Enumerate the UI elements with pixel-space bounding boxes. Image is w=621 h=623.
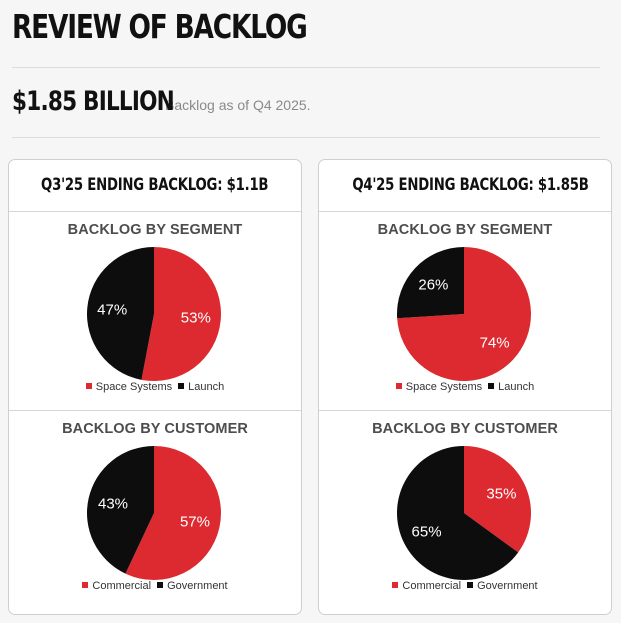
legend-item: Government <box>157 580 228 592</box>
customer-pie-chart: 57% 43% <box>86 446 221 580</box>
pie-slice-commercial <box>125 446 221 580</box>
chart-title: BACKLOG BY CUSTOMER <box>372 421 558 437</box>
pie-slice-label: 26% <box>418 277 448 294</box>
customer-pie-chart: 35% 65% <box>397 446 531 580</box>
legend-label: Space Systems <box>405 381 483 393</box>
pie-slice-label: 74% <box>480 334 510 351</box>
segment-chart-section: BACKLOG BY SEGMENT 74% 26% Space Systems L… <box>319 212 611 410</box>
page-title: REVIEW OF BACKLOG <box>12 7 308 46</box>
pie-slice-label: 47% <box>97 302 127 319</box>
segment-pie-chart: 53% 47% <box>86 247 221 381</box>
legend-swatch <box>392 582 399 588</box>
legend-label: Commercial <box>402 580 462 592</box>
legend-item: Launch <box>488 381 534 393</box>
legend-swatch <box>488 383 495 389</box>
customer-chart-section: BACKLOG BY CUSTOMER 35% 65% Commercial Gov… <box>319 410 611 609</box>
pie-slice-government <box>86 446 154 574</box>
segment-pie-chart: 74% 26% <box>397 247 531 381</box>
pie-slice-label: 53% <box>181 309 211 326</box>
chart-legend: Space Systems Launch <box>319 381 611 393</box>
legend-label: Launch <box>188 381 225 393</box>
legend-item: Commercial <box>82 580 151 592</box>
pie-slice-label: 65% <box>412 524 442 541</box>
legend-item: Space Systems <box>395 381 483 393</box>
headline-value: $1.85 BILLION <box>12 86 175 117</box>
headline-note: Backlog as of Q4 2025. <box>165 97 311 113</box>
pie-slice-commercial <box>464 446 531 553</box>
legend-swatch <box>82 582 89 588</box>
chart-legend: Commercial Government <box>319 580 611 592</box>
pie-slice-space-systems <box>397 247 531 381</box>
customer-chart-section: BACKLOG BY CUSTOMER 57% 43% Commercial Gov… <box>9 410 301 609</box>
segment-chart-section: BACKLOG BY SEGMENT 53% 47% Space Systems L… <box>9 212 301 410</box>
pie-slice-label: 43% <box>98 495 128 512</box>
chart-title: BACKLOG BY CUSTOMER <box>62 421 248 437</box>
pie-slice-label: 57% <box>180 514 210 531</box>
legend-swatch <box>467 582 474 588</box>
legend-item: Commercial <box>392 580 461 592</box>
card-title: Q3'25 ENDING BACKLOG: $1.1B <box>9 160 301 212</box>
divider <box>12 137 600 138</box>
legend-label: Space Systems <box>95 381 173 393</box>
card-title: Q4'25 ENDING BACKLOG: $1.85B <box>319 160 611 212</box>
legend-swatch <box>395 383 402 389</box>
legend-item: Launch <box>178 381 224 393</box>
chart-legend: Commercial Government <box>9 580 301 592</box>
pie-slice-launch <box>397 247 464 319</box>
pie-slice-label: 35% <box>486 485 516 502</box>
legend-label: Government <box>477 580 538 592</box>
card-title-text: Q3'25 ENDING BACKLOG: $1.1B <box>41 175 269 195</box>
chart-legend: Space Systems Launch <box>9 381 301 393</box>
legend-item: Government <box>467 580 538 592</box>
headline: $1.85 BILLION Backlog as of Q4 2025. <box>12 86 311 117</box>
q3-backlog-card: Q3'25 ENDING BACKLOG: $1.1B BACKLOG BY S… <box>8 159 302 615</box>
divider <box>12 67 600 68</box>
legend-label: Government <box>167 580 228 592</box>
chart-title: BACKLOG BY SEGMENT <box>67 222 243 238</box>
legend-label: Commercial <box>92 580 152 592</box>
legend-label: Launch <box>498 381 535 393</box>
legend-item: Space Systems <box>85 381 173 393</box>
legend-swatch <box>178 383 185 389</box>
chart-title: BACKLOG BY SEGMENT <box>377 222 553 238</box>
card-title-text: Q4'25 ENDING BACKLOG: $1.85B <box>352 175 589 195</box>
pie-slice-launch <box>86 247 154 380</box>
legend-swatch <box>85 383 92 389</box>
q4-backlog-card: Q4'25 ENDING BACKLOG: $1.85B BACKLOG BY … <box>318 159 612 615</box>
pie-slice-space-systems <box>141 247 221 381</box>
pie-slice-government <box>397 446 519 580</box>
legend-swatch <box>157 582 164 588</box>
